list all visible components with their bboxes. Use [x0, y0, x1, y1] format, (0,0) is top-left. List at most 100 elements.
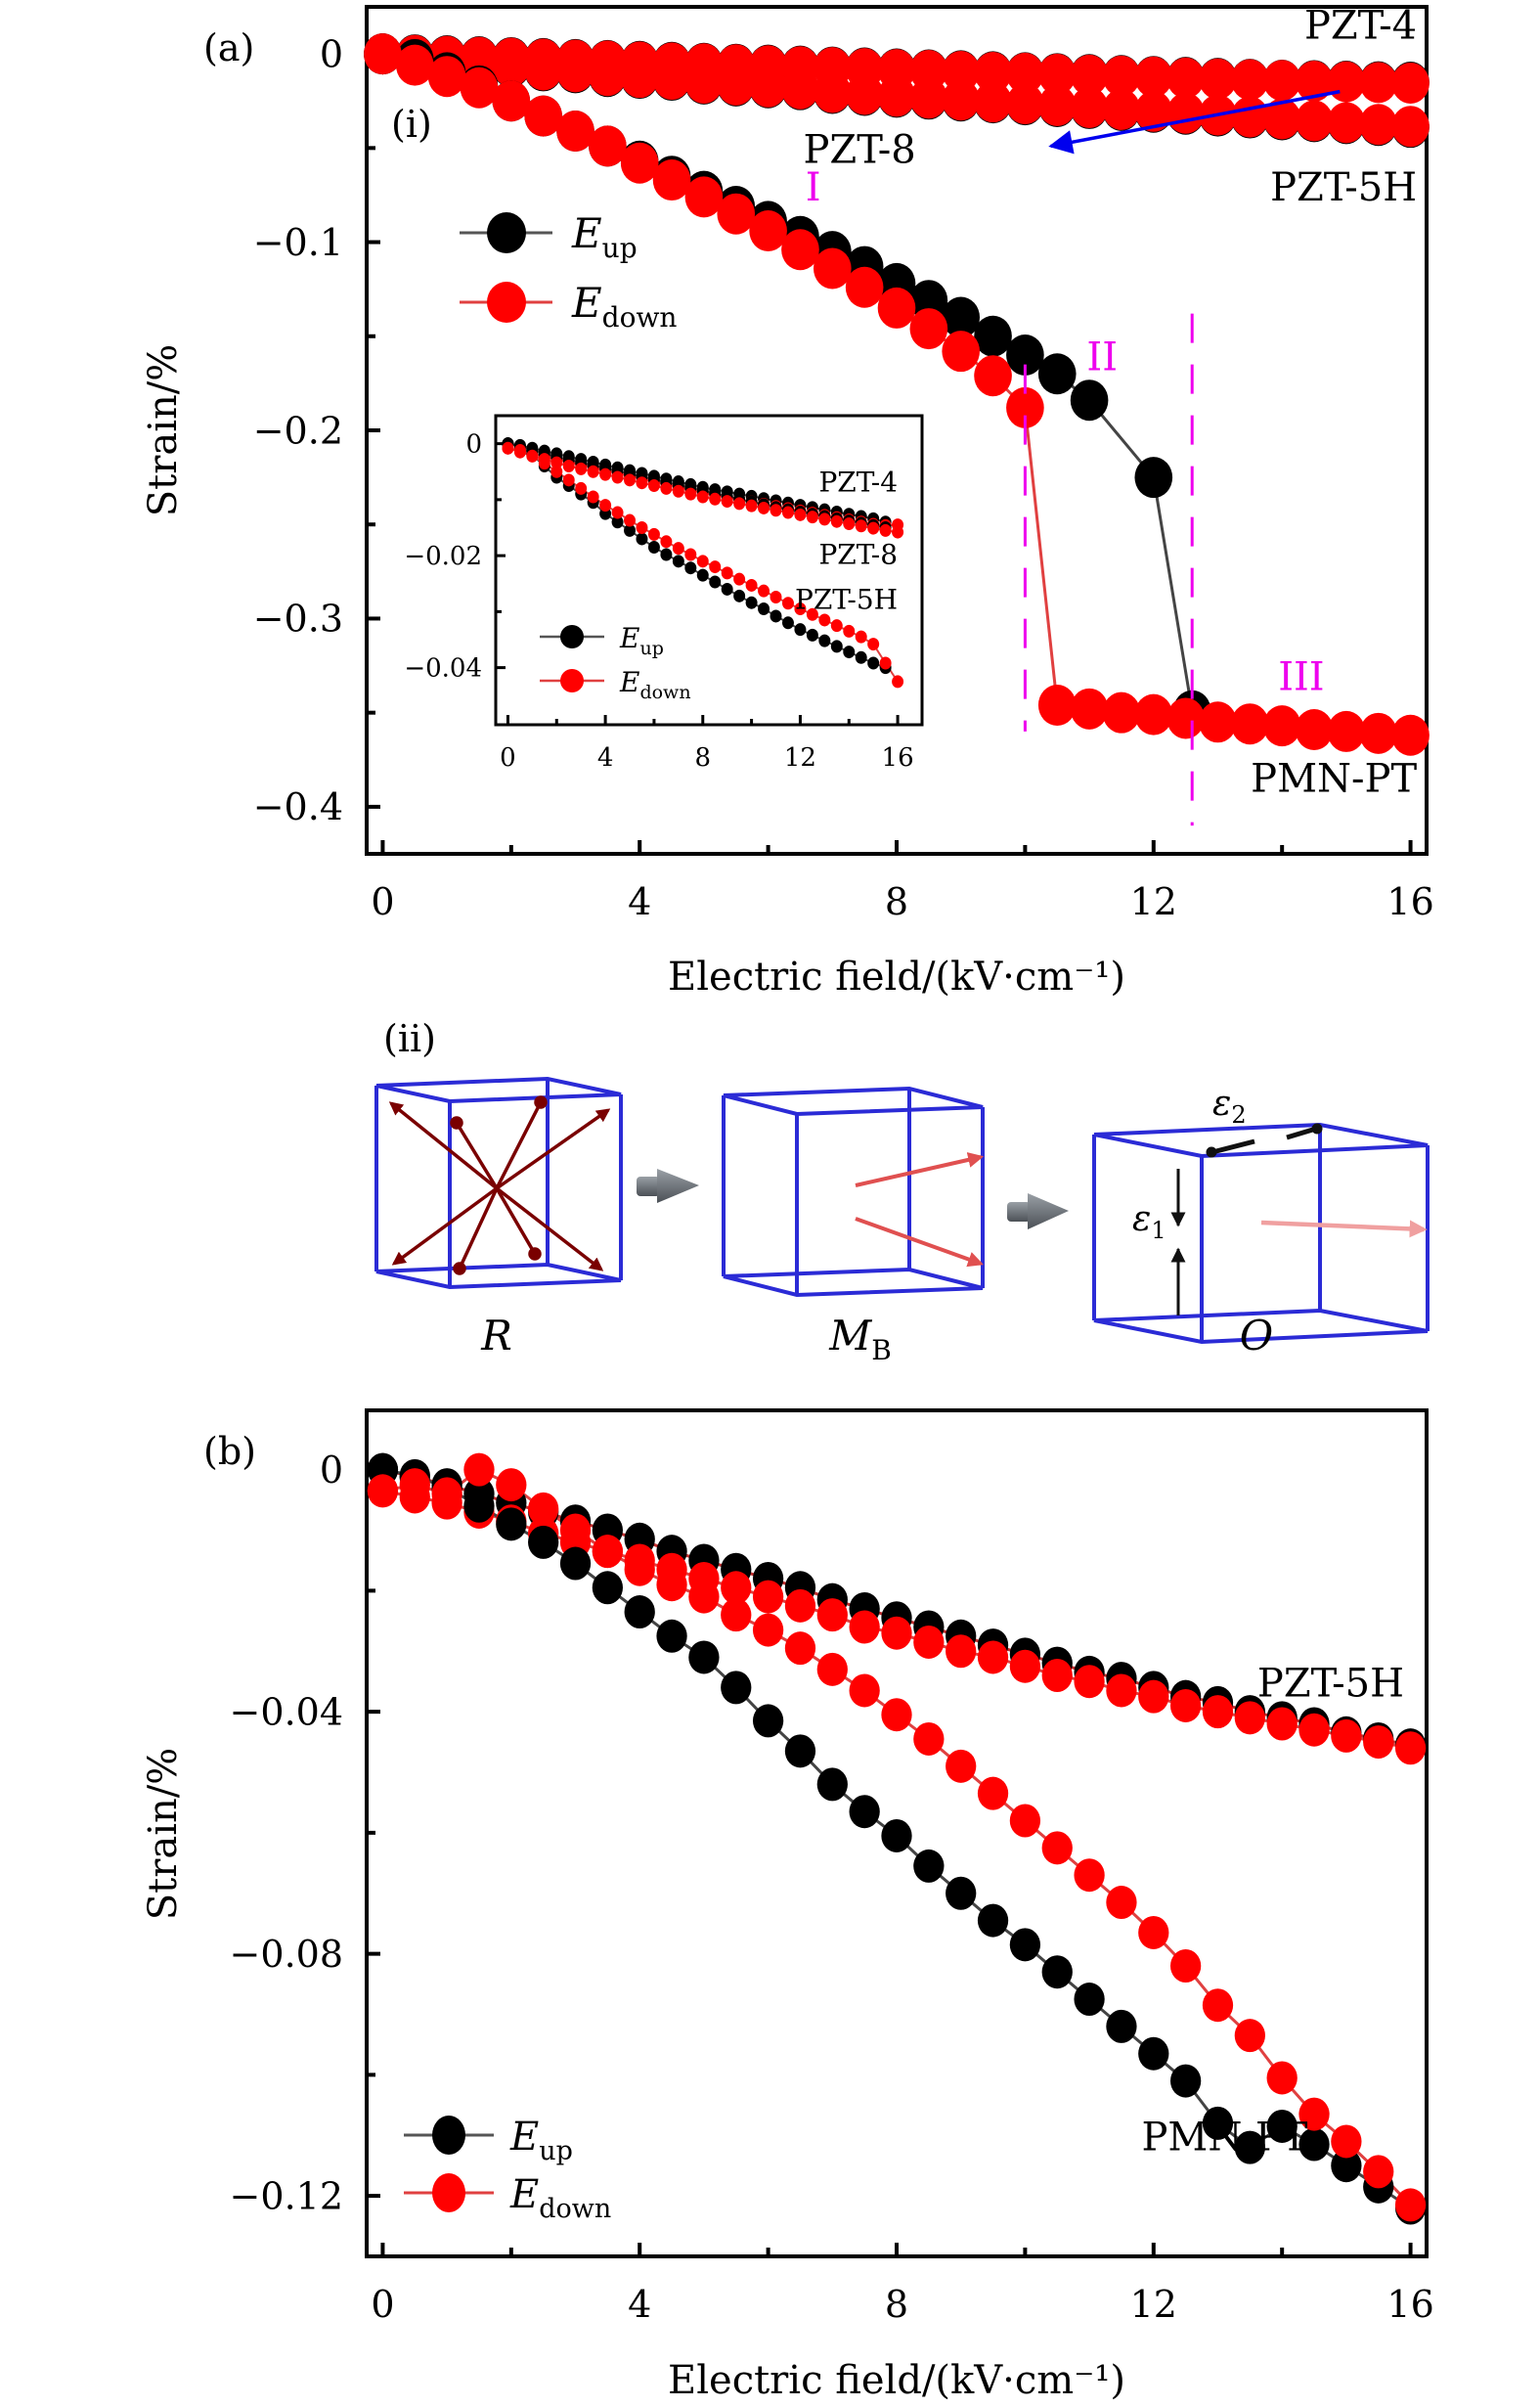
- data-point: [830, 640, 843, 653]
- data-point: [855, 630, 867, 644]
- data-point: [589, 55, 627, 97]
- data-point: [758, 501, 770, 514]
- data-point: [524, 95, 562, 137]
- data-point: [672, 542, 684, 556]
- data-point: [463, 1489, 495, 1523]
- data-point: [709, 560, 722, 574]
- annotation-label: II: [1086, 334, 1118, 379]
- data-point: [1391, 714, 1430, 756]
- data-point: [749, 66, 787, 108]
- data-point: [399, 1468, 430, 1502]
- data-point: [1234, 2019, 1265, 2053]
- x-tick-label: 12: [1130, 2283, 1177, 2326]
- data-point: [1234, 2130, 1265, 2164]
- data-point: [611, 515, 624, 529]
- data-point: [550, 465, 563, 478]
- data-point: [1037, 53, 1077, 95]
- data-point: [781, 597, 794, 610]
- data-point: [794, 623, 807, 637]
- data-point: [770, 504, 782, 517]
- data-point: [1009, 1649, 1041, 1683]
- data-point: [1202, 1988, 1234, 2023]
- data-point: [877, 287, 916, 329]
- data-point: [1298, 2127, 1330, 2162]
- data-point: [620, 57, 659, 99]
- data-point: [1262, 98, 1301, 140]
- data-point: [709, 492, 722, 506]
- data-point: [813, 71, 852, 113]
- data-point: [843, 624, 856, 638]
- data-point: [1363, 1725, 1394, 1760]
- data-point: [624, 1595, 655, 1629]
- phase-transition-diagram: (ii) R: [374, 1017, 1430, 1366]
- data-point: [781, 616, 794, 630]
- data-point: [526, 449, 539, 463]
- data-point: [611, 506, 624, 519]
- data-point: [672, 555, 684, 568]
- x-tick-label: 0: [371, 2283, 394, 2326]
- data-point: [1037, 85, 1077, 127]
- data-point: [830, 619, 843, 633]
- legend-b: Eup Edown: [404, 2115, 611, 2224]
- legend-marker-down-b: [432, 2173, 465, 2212]
- data-point: [806, 607, 818, 621]
- data-point: [781, 506, 794, 519]
- data-point: [1295, 100, 1334, 142]
- data-point: [721, 495, 733, 509]
- data-point: [1266, 2061, 1298, 2095]
- y-tick-label: −0.3: [253, 598, 343, 641]
- strain-label-eps2: ε2: [1212, 1084, 1247, 1129]
- inset-legend-label-up: Eup: [619, 622, 664, 659]
- data-point: [696, 568, 709, 582]
- panel-label-ii: (ii): [383, 1017, 436, 1060]
- x-tick-label: 4: [628, 2283, 651, 2326]
- data-point: [909, 280, 948, 322]
- data-point: [1394, 1731, 1427, 1765]
- data-point: [849, 1795, 880, 1829]
- data-point: [672, 484, 684, 498]
- data-point: [974, 81, 1012, 123]
- x-tick-label: 0: [500, 743, 516, 773]
- polarization-arrows-mb: [855, 1152, 985, 1268]
- data-point: [587, 465, 599, 478]
- data-point: [647, 541, 660, 555]
- data-point: [845, 73, 884, 115]
- data-point: [513, 443, 526, 457]
- data-point: [818, 513, 831, 526]
- data-point: [974, 51, 1012, 93]
- legend-a: Eup Edown: [460, 209, 677, 334]
- data-point: [1138, 2036, 1169, 2071]
- inset-legend: Eup Edown: [540, 622, 691, 703]
- panel-b: (b) 0 4 8 12 16 0 −0.04 −0.08 −0.12 PZT-5H PMN-PT…: [141, 1408, 1434, 2403]
- data-point: [656, 1568, 687, 1602]
- annotation-label: PMN-PT: [1141, 2116, 1307, 2161]
- data-point: [636, 532, 648, 546]
- x-tick-label: 16: [1386, 880, 1433, 923]
- data-point: [1262, 705, 1301, 747]
- legend-marker-up-b: [432, 2116, 465, 2155]
- data-point: [1106, 1886, 1137, 1920]
- data-point: [770, 609, 782, 623]
- annotations-b: PZT-5H PMN-PT: [1141, 1662, 1404, 2161]
- phase-label-mb: MB: [828, 1312, 892, 1366]
- inset-legend-marker-up: [560, 625, 584, 648]
- data-point: [1169, 1688, 1202, 1722]
- data-point: [1231, 59, 1269, 101]
- legend-marker-down: [487, 282, 526, 323]
- data-point: [892, 675, 904, 689]
- data-point: [784, 1588, 816, 1623]
- data-point: [913, 1721, 945, 1756]
- y-tick-label: −0.1: [253, 221, 343, 264]
- data-point: [684, 548, 697, 561]
- phase-label-o: O: [1240, 1312, 1273, 1360]
- data-point: [721, 1571, 752, 1605]
- data-point: [502, 441, 514, 455]
- data-point: [818, 613, 831, 627]
- data-point: [684, 62, 724, 104]
- data-point: [599, 499, 612, 513]
- data-point: [1359, 104, 1398, 146]
- data-point: [745, 499, 758, 513]
- inset-legend-marker-down: [560, 669, 584, 692]
- x-axis-label-a: Electric field/(kV·cm⁻¹): [668, 955, 1125, 1000]
- data-point: [660, 548, 673, 561]
